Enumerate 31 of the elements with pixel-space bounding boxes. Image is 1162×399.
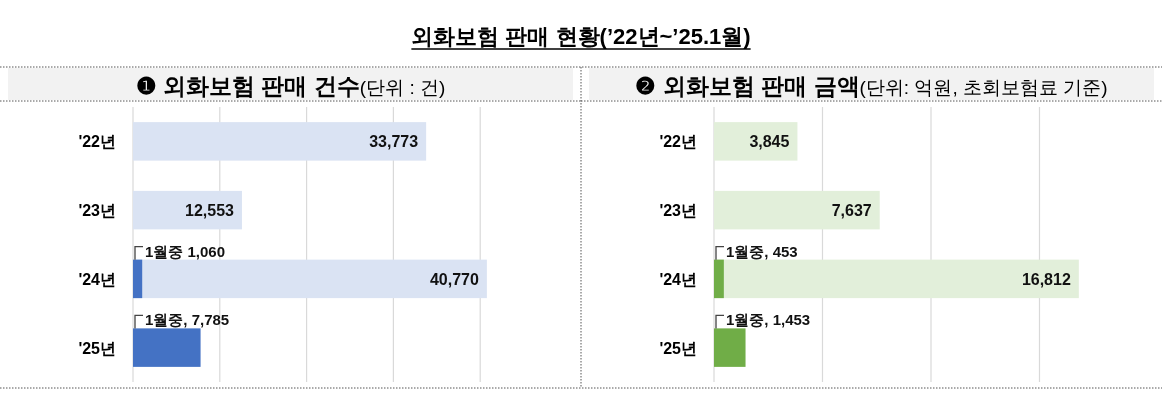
data-label: 40,770	[429, 270, 479, 288]
data-label: 7,637	[831, 202, 872, 220]
chart-subtitle: (단위: 억원, 초회보험료 기준)	[859, 77, 1108, 98]
data-label: 12,553	[185, 202, 235, 220]
y-tick-label: '22년	[659, 133, 697, 151]
data-label: 1월중 1,060	[145, 242, 226, 260]
data-label: 1월중, 453	[726, 242, 798, 260]
bar	[133, 122, 427, 161]
y-tick-label: '23년	[659, 202, 697, 220]
data-label: 33,773	[369, 133, 419, 151]
bar	[133, 328, 201, 367]
data-label: 16,812	[1021, 270, 1071, 288]
data-label: 3,845	[749, 133, 790, 151]
bar	[133, 259, 143, 299]
y-tick-label: '24년	[659, 270, 697, 288]
y-tick-label: '25년	[659, 339, 697, 357]
bar	[714, 122, 798, 161]
bar	[714, 328, 746, 367]
data-label: 1월중, 1,453	[726, 311, 811, 329]
y-tick-label: '22년	[78, 133, 116, 151]
chart-subtitle: (단위 : 건)	[359, 77, 446, 98]
chart-title: ❷ 외화보험 판매 금액	[635, 73, 860, 99]
bar	[133, 190, 242, 230]
y-tick-label: '25년	[78, 339, 116, 357]
data-label: 1월중, 7,785	[145, 311, 230, 329]
y-tick-label: '24년	[78, 270, 116, 288]
y-tick-label: '23년	[78, 202, 116, 220]
chart-title: ❶ 외화보험 판매 건수	[135, 73, 360, 99]
text: 외화보험 판매 현황(’22년~’25.1월)	[411, 24, 751, 49]
bar	[714, 259, 724, 299]
bar	[714, 190, 880, 230]
